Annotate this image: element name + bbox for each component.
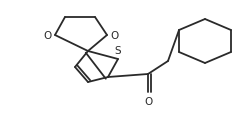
Text: O: O [110,31,118,41]
Text: O: O [44,31,52,41]
Text: O: O [144,96,152,106]
Text: S: S [114,46,121,56]
